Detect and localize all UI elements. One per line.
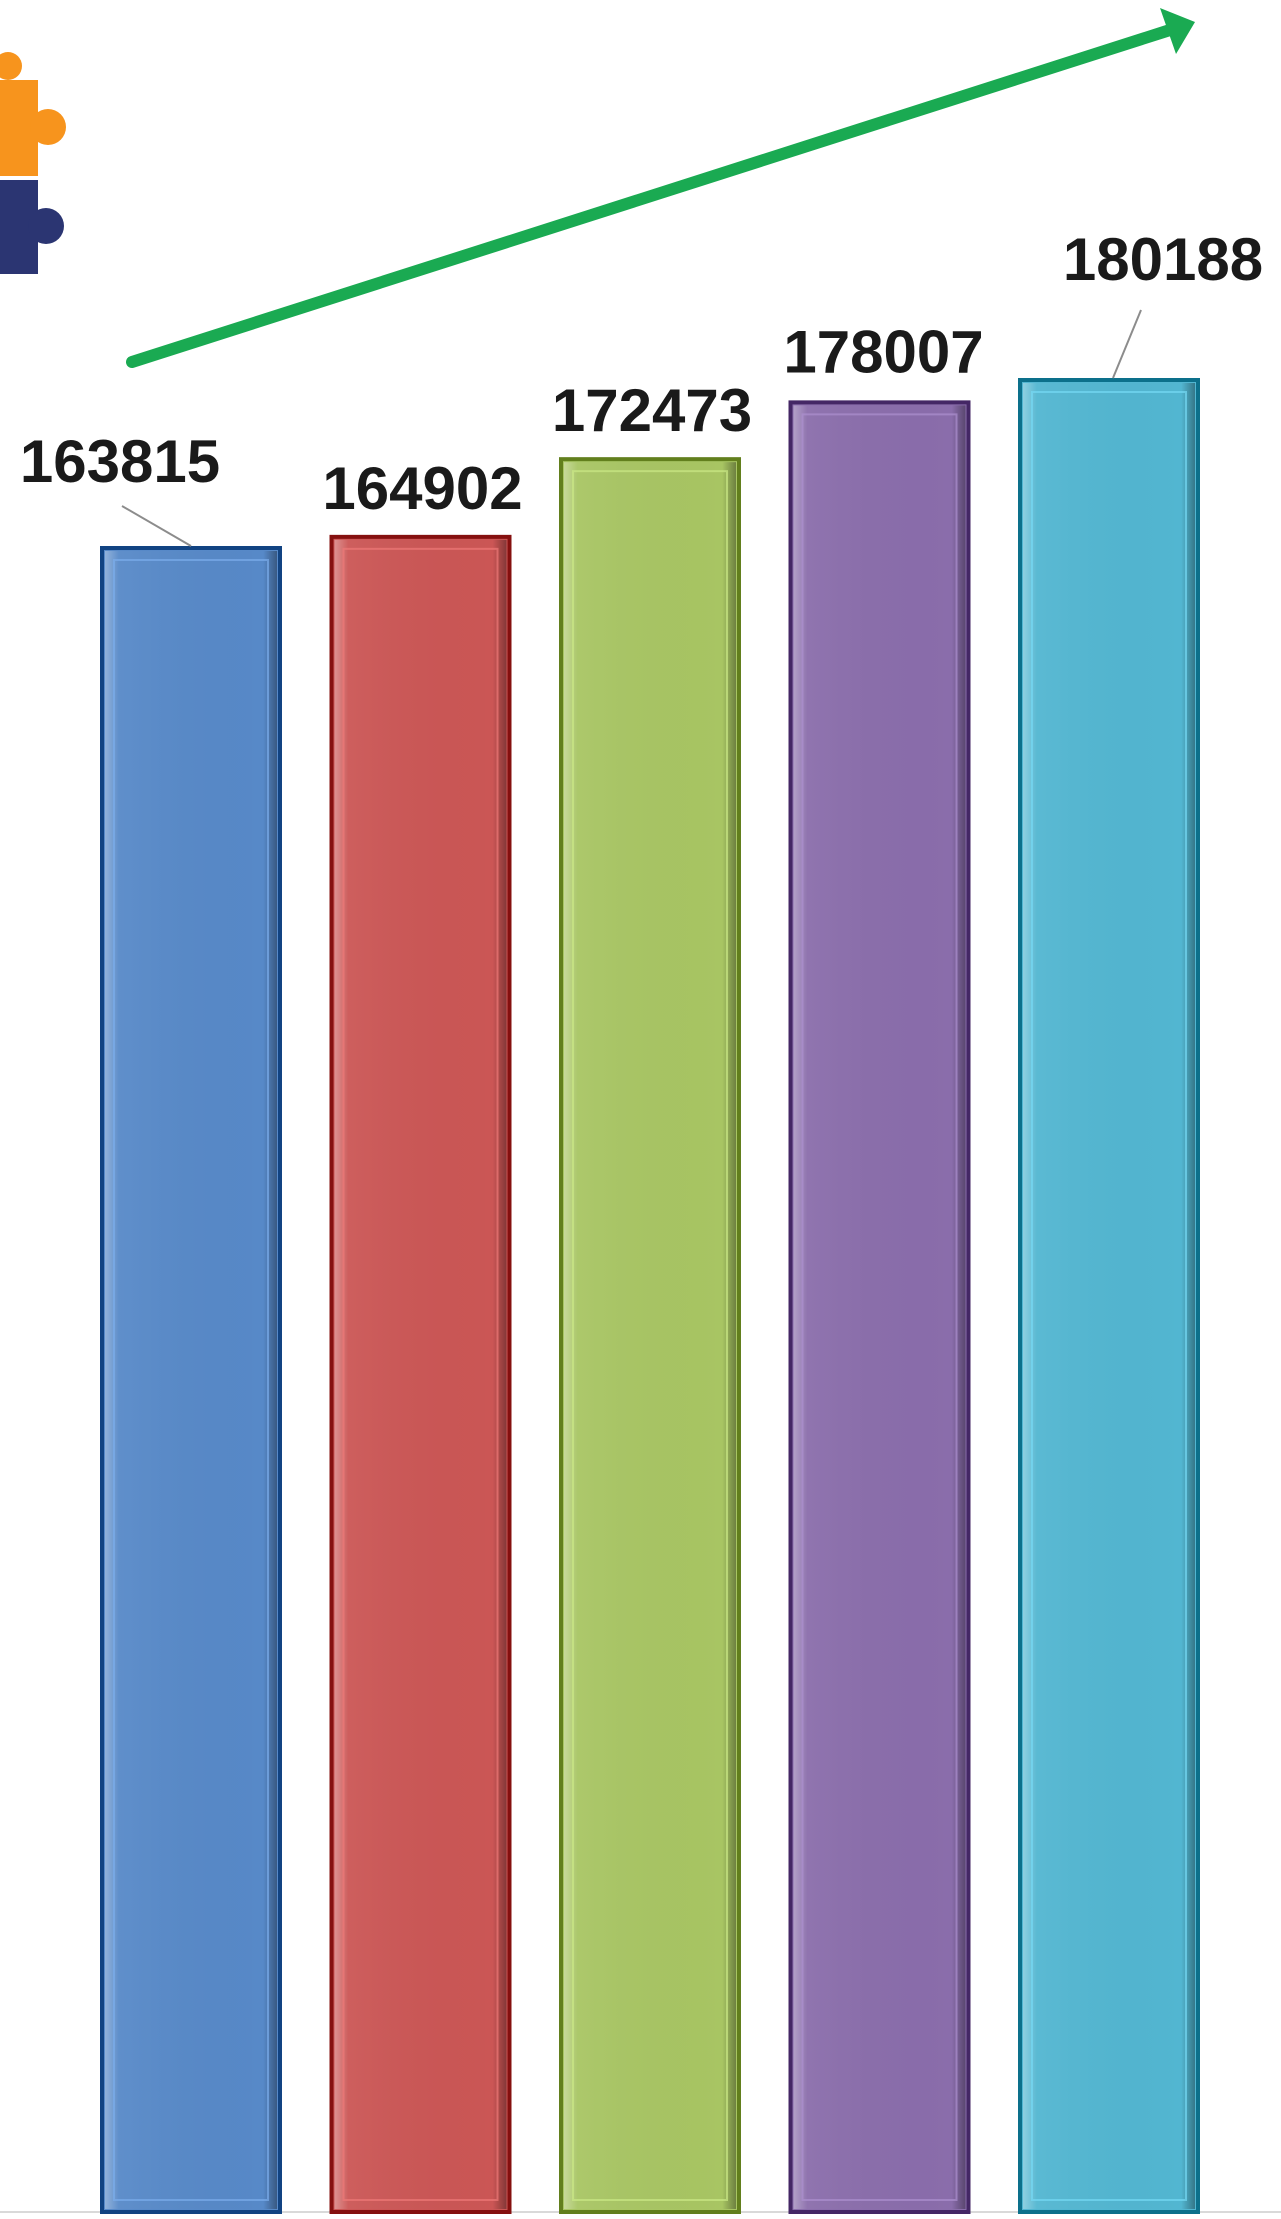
labels-layer: 163815 164902 172473 178007 180188 bbox=[20, 226, 1263, 547]
bar-inner-edge-5 bbox=[1031, 391, 1187, 2201]
data-label-1: 163815 bbox=[20, 428, 220, 495]
puzzle-icon bbox=[0, 52, 66, 274]
bar-4 bbox=[788, 400, 971, 2214]
bar-inner-edge-1 bbox=[113, 559, 269, 2201]
bar-bevel-3 bbox=[564, 462, 736, 2209]
bar-2 bbox=[329, 534, 512, 2214]
bar-5 bbox=[1018, 378, 1200, 2214]
data-label-4: 178007 bbox=[783, 318, 983, 385]
bar-3 bbox=[559, 457, 741, 2215]
bar-bevel-4 bbox=[793, 405, 966, 2209]
bars-layer bbox=[100, 378, 1200, 2215]
bar-inner-edge-2 bbox=[342, 547, 499, 2201]
bar-1 bbox=[100, 546, 282, 2214]
leader-line-1 bbox=[121, 505, 192, 547]
data-label-2: 164902 bbox=[322, 455, 522, 522]
bar-bevel-1 bbox=[105, 551, 277, 2209]
bar-inner-edge-4 bbox=[801, 413, 958, 2201]
data-label-5: 180188 bbox=[1063, 226, 1263, 293]
bar-inner-edge-3 bbox=[572, 470, 728, 2202]
bar-bevel-2 bbox=[334, 539, 507, 2210]
trend-arrow bbox=[126, 8, 1195, 368]
leader-line-5 bbox=[1112, 309, 1142, 379]
bar-bevel-5 bbox=[1023, 383, 1195, 2209]
data-label-3: 172473 bbox=[552, 377, 752, 444]
